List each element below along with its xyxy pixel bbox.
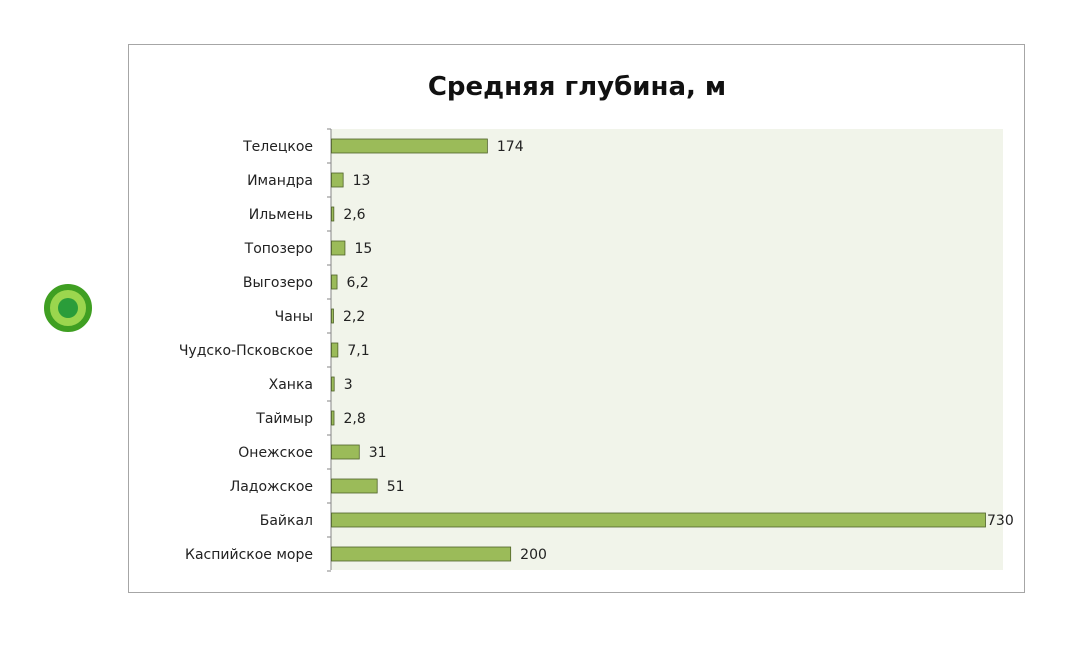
category-label: Топозеро [244,241,313,257]
bar [331,274,338,290]
bar [331,512,986,528]
data-label: 2,2 [343,309,365,325]
data-label: 51 [387,479,405,495]
plot-area [331,129,1003,570]
data-label: 6,2 [347,275,369,291]
bar [331,342,339,358]
category-label: Ханка [269,377,313,393]
bars-layer: Телецкое 174 Имандра 13 Ильмень 2,6 Топозеро 15… [179,128,1014,572]
bar [331,478,378,494]
category-label: Выгозеро [243,275,313,291]
green-circle-marker [44,284,92,332]
bar [331,240,346,256]
category-label: Каспийское море [185,547,313,563]
bar [331,308,334,324]
category-label: Ильмень [249,207,313,223]
category-label: Чаны [275,309,313,325]
data-label: 15 [354,241,372,257]
bar [331,410,335,426]
bar [331,172,344,188]
category-label: Ладожское [230,479,313,495]
data-label: 3 [344,377,353,393]
data-label: 7,1 [347,343,369,359]
category-label: Онежское [238,445,313,461]
data-label: 200 [520,547,547,563]
data-label: 730 [987,513,1014,529]
bar [331,444,360,460]
marker-center-dot [58,298,78,318]
chart-title: Средняя глубина, м [428,72,726,102]
data-label: 13 [353,173,371,189]
bar-chart: Средняя глубина, м Телецкое 174 Имандра 13 И… [179,72,1014,572]
bar [331,138,488,154]
category-label: Чудско-Псковское [179,343,313,359]
data-label: 174 [497,139,524,155]
data-label: 31 [369,445,387,461]
data-label: 2,6 [343,207,365,223]
bar [331,376,335,392]
category-label: Телецкое [242,139,313,155]
category-label: Таймыр [255,411,313,427]
bar [331,546,512,562]
chart-frame: Средняя глубина, м Телецкое 174 Имандра 13 И… [128,44,1025,593]
category-label: Имандра [247,173,313,189]
data-label: 2,8 [344,411,366,427]
category-label: Байкал [260,513,313,529]
bar [331,206,335,222]
